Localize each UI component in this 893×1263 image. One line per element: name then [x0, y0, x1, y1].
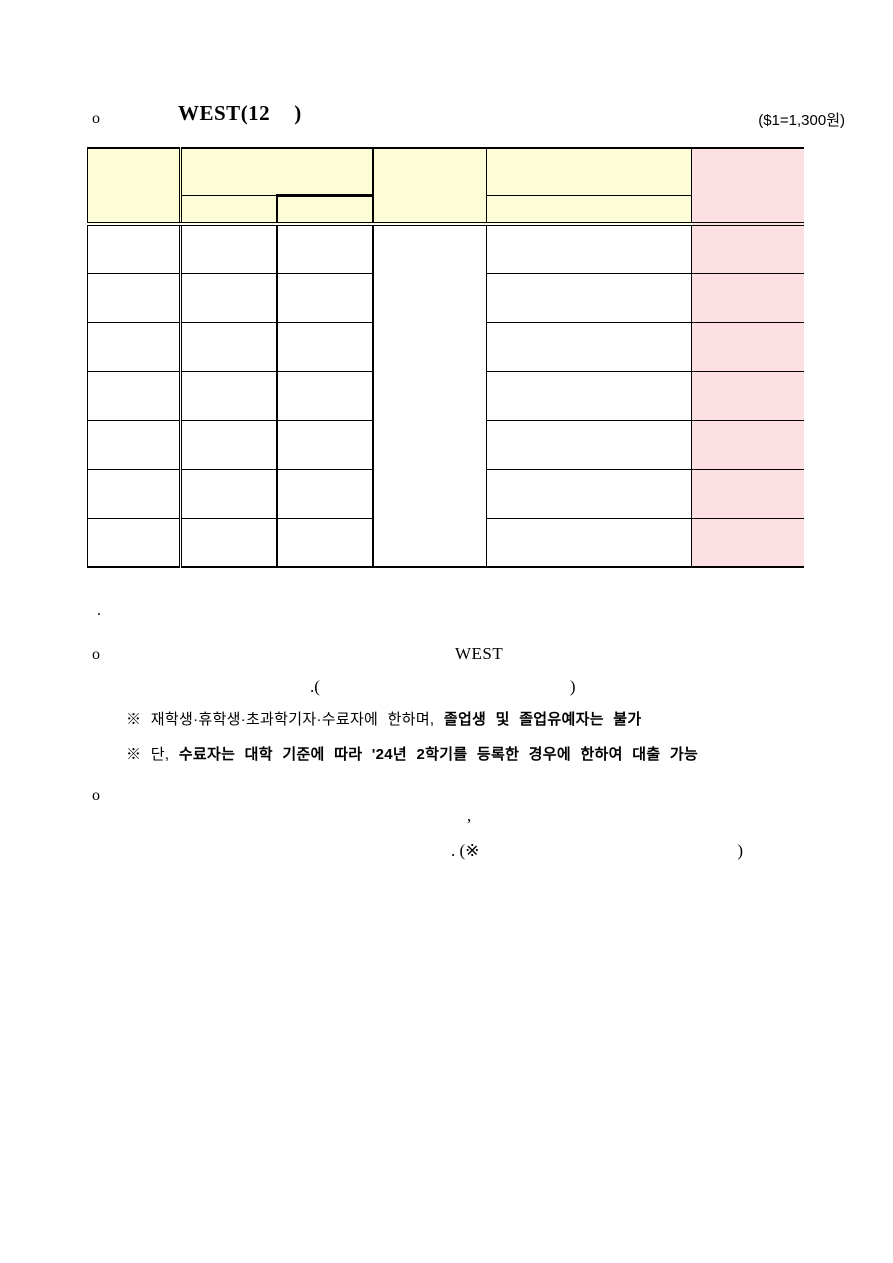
table-cell: [486, 322, 692, 372]
header-cell-e2: [486, 195, 692, 226]
table-cell: [87, 224, 182, 274]
table-header: [87, 148, 804, 226]
table-body: [87, 224, 804, 568]
note1-regular: ※ 재학생·휴학생·초과학기자·수료자에 한하며,: [126, 711, 444, 728]
paren-line: .(): [310, 677, 576, 697]
title-close-paren: ): [294, 101, 302, 125]
period-fragment: .: [97, 602, 101, 619]
header-row-1: [87, 148, 804, 226]
table-cell: [276, 322, 374, 372]
table-cell-highlight: [691, 224, 804, 274]
table-cell: [276, 224, 374, 274]
final-paren-line: . (※): [451, 841, 743, 861]
table-cell: [87, 371, 182, 421]
table-cell-highlight: [691, 518, 804, 568]
table-cell: [180, 518, 278, 568]
header-cell-a: [87, 148, 182, 226]
table-cell-merged: [372, 224, 487, 568]
paren-close: ): [569, 677, 576, 696]
note2-regular: ※ 단,: [126, 746, 179, 763]
table-cell: [87, 273, 182, 323]
table-cell: [180, 224, 278, 274]
table-row: [87, 469, 804, 519]
table-cell-highlight: [691, 371, 804, 421]
title-bullet: o: [92, 110, 100, 127]
table-cell: [180, 420, 278, 470]
table-row: [87, 273, 804, 323]
exchange-rate-note: ($1=1,300원): [758, 112, 845, 129]
table: [87, 147, 804, 568]
note1-bold: 졸업생 및 졸업유예자는 불가: [443, 711, 642, 728]
header-cell-b: [180, 195, 278, 226]
table-cell: [486, 371, 692, 421]
table-cell-highlight: [691, 420, 804, 470]
table-cell: [87, 322, 182, 372]
west-word: WEST: [455, 644, 504, 663]
section-bullet: o: [92, 646, 100, 663]
table-cell: [486, 518, 692, 568]
header-cell-c-thick: [276, 193, 374, 226]
final-close: ): [737, 841, 744, 860]
table-cell: [276, 469, 374, 519]
table-cell: [486, 420, 692, 470]
comma-fragment: ,: [467, 806, 472, 825]
table-row: [87, 518, 804, 568]
table-row: [87, 371, 804, 421]
table-cell-highlight: [691, 469, 804, 519]
header-row-2: [88, 193, 804, 226]
table-cell: [180, 273, 278, 323]
table-cell: [87, 469, 182, 519]
loan-table: [87, 147, 804, 568]
paren-open: .(: [310, 677, 320, 696]
note2-bold: 수료자는 대학 기준에 따라 '24년 2학기를 등록한 경우에 한하여 대출 …: [178, 746, 699, 763]
final-open: . (※: [451, 841, 480, 860]
table-cell: [486, 224, 692, 274]
table-row: [87, 224, 804, 568]
table-cell-highlight: [691, 273, 804, 323]
table-row: [87, 322, 804, 372]
header-cell-bc: [180, 148, 374, 196]
table-cell: [87, 420, 182, 470]
note-condition: ※ 단, 수료자는 대학 기준에 따라 '24년 2학기를 등록한 경우에 한하…: [126, 743, 698, 764]
table-cell: [276, 371, 374, 421]
table-cell: [276, 420, 374, 470]
table-cell: [276, 273, 374, 323]
header-cell-d: [372, 148, 487, 226]
table-row: [87, 420, 804, 470]
page-title: WEST(12): [178, 101, 302, 126]
section-bullet: o: [92, 787, 100, 804]
table-cell: [276, 518, 374, 568]
header-cell-e1: [486, 148, 692, 196]
table-cell: [87, 518, 182, 568]
note-eligibility: ※ 재학생·휴학생·초과학기자·수료자에 한하며, 졸업생 및 졸업유예자는 불…: [126, 708, 641, 729]
table-cell: [180, 322, 278, 372]
table-cell: [486, 273, 692, 323]
table-cell-highlight: [691, 322, 804, 372]
header-cell-highlight: [691, 148, 804, 226]
table-cell: [180, 469, 278, 519]
table-cell: [486, 469, 692, 519]
table-cell: [180, 371, 278, 421]
title-text: WEST(12: [178, 101, 271, 125]
